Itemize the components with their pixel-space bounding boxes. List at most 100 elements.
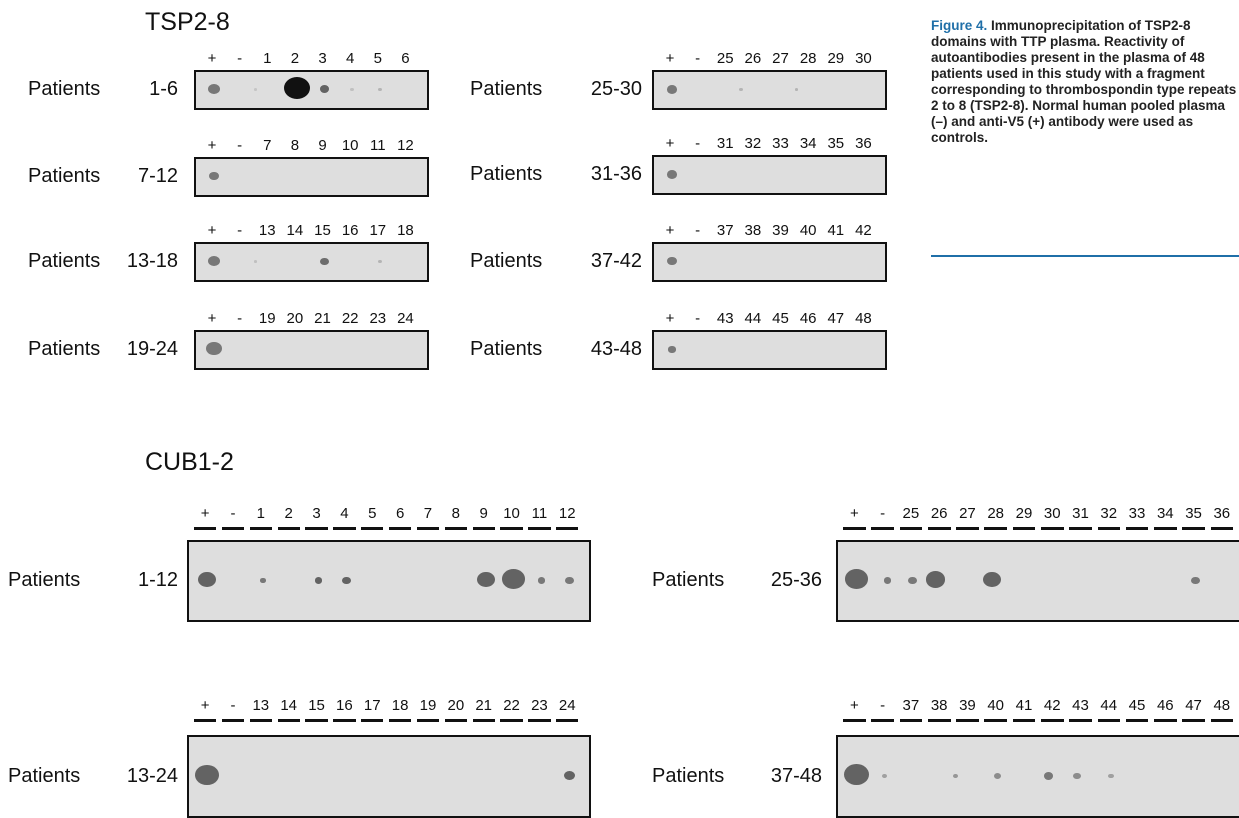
- lane-label-minus: -: [237, 137, 243, 154]
- lane-label-24: 24: [397, 310, 414, 327]
- lane-label-38: 38: [744, 222, 762, 239]
- tsp-blot-4: [652, 70, 887, 110]
- cub-patient-range-2: 25-36: [770, 569, 822, 591]
- cub-lane-dash-3-0: [843, 719, 866, 722]
- lane-label-18: 18: [391, 697, 409, 714]
- blot-band: [881, 773, 888, 779]
- lane-label-22: 22: [503, 697, 520, 714]
- lane-label-17: 17: [363, 697, 381, 714]
- blot-band: [314, 577, 323, 584]
- lane-label-13: 13: [252, 697, 270, 714]
- tsp-patient-range-4: 25-30: [590, 78, 642, 100]
- lane-label-38: 38: [930, 697, 948, 714]
- figure-label: Figure 4.: [931, 18, 988, 33]
- lane-label-34: 34: [799, 135, 817, 152]
- lane-label-39: 39: [772, 222, 789, 239]
- blot-band: [253, 260, 258, 264]
- cub-patients-label-2: Patients: [652, 569, 725, 591]
- tsp-patient-range-7: 43-48: [590, 338, 642, 360]
- tsp-patients-label-5: Patients: [470, 163, 543, 185]
- lane-label-31: 31: [1072, 505, 1089, 522]
- lane-label-6: 6: [401, 50, 410, 67]
- cub-lane-dash-0-1: [221, 527, 245, 530]
- cub-lane-dash-0-4: [305, 527, 328, 530]
- tsp-patients-label-2: Patients: [28, 250, 101, 272]
- cub-blot-2: [836, 540, 1239, 622]
- cub-lane-dash-0-8: [416, 527, 440, 530]
- lane-label-22: 22: [341, 310, 359, 327]
- lane-label-8: 8: [451, 505, 460, 522]
- lane-label-4: 4: [340, 505, 349, 522]
- lane-label-minus: -: [880, 505, 886, 522]
- cub-lane-dash-1-4: [305, 719, 328, 722]
- lane-label-3: 3: [318, 50, 327, 67]
- cub-patients-label-3: Patients: [652, 764, 725, 787]
- tsp-lane-labels-7: + -43 44 45 46 47 48: [656, 310, 877, 327]
- blot-band: [666, 169, 678, 179]
- blot-band: [883, 577, 892, 584]
- cub-lane-dash-0-13: [556, 527, 579, 530]
- lane-label-31: 31: [716, 135, 734, 152]
- blot-band: [537, 577, 546, 584]
- cub-lane-dash-1-1: [221, 719, 245, 722]
- lane-label-32: 32: [744, 135, 762, 152]
- lane-label-plus: +: [849, 505, 859, 522]
- tsp-patients-label-6: Patients: [470, 250, 543, 272]
- lane-label-37: 37: [902, 697, 920, 714]
- cub-lane-dash-2-6: [1012, 527, 1036, 530]
- cub-lane-dash-2-8: [1069, 527, 1092, 530]
- blot-band: [844, 569, 869, 590]
- lane-label-16: 16: [336, 697, 353, 714]
- blot-band: [207, 256, 220, 267]
- cub-lane-dash-1-6: [361, 719, 384, 722]
- cub-lane-dash-3-1: [871, 719, 894, 722]
- cub-lane-dash-1-13: [556, 719, 579, 722]
- blot-band: [207, 84, 220, 95]
- blot-band: [564, 576, 574, 585]
- tsp-blot-5: [652, 155, 887, 195]
- lane-label-plus: +: [665, 222, 675, 239]
- lane-label-42: 42: [855, 222, 872, 239]
- cub-lane-dash-2-13: [1210, 527, 1234, 530]
- lane-label-48: 48: [1213, 697, 1231, 714]
- cub-lane-dash-3-12: [1182, 719, 1205, 722]
- lane-label-30: 30: [1043, 505, 1061, 522]
- cub-patient-range-3: 37-48: [770, 764, 822, 787]
- lane-label-2: 2: [290, 50, 300, 67]
- cub-lane-dash-3-13: [1210, 719, 1234, 722]
- lane-label-plus: +: [665, 50, 675, 67]
- cub-lane-dash-3-6: [1012, 719, 1036, 722]
- lane-label-19: 19: [419, 697, 437, 714]
- blot-band: [952, 773, 959, 779]
- blot-band: [666, 84, 678, 94]
- cub-lane-dash-0-7: [389, 527, 412, 530]
- tsp-lane-labels-6: + -37 38 39 40 41 42: [656, 222, 877, 239]
- cub-lane-dash-3-4: [956, 719, 979, 722]
- cub-lane-dash-0-6: [361, 527, 384, 530]
- lane-label-32: 32: [1100, 505, 1118, 522]
- tsp-patients-label-0: Patients: [28, 78, 101, 100]
- blot-band: [283, 76, 311, 100]
- lane-label-plus: +: [665, 310, 675, 327]
- blot-band: [1191, 576, 1201, 585]
- cub-lane-dash-1-2: [249, 719, 272, 722]
- lane-label-plus: +: [200, 505, 210, 522]
- cub-lane-dash-1-3: [277, 719, 300, 722]
- lane-label-2: 2: [284, 505, 293, 522]
- lane-label-20: 20: [447, 697, 465, 714]
- tsp-patients-label-3: Patients: [28, 338, 101, 360]
- tsp-patients-label-1: Patients: [28, 165, 101, 187]
- cub-patients-label-0: Patients: [8, 569, 81, 591]
- cub-lane-dash-0-2: [249, 527, 272, 530]
- cub-lane-dash-2-1: [871, 527, 894, 530]
- lane-label-14: 14: [286, 222, 304, 239]
- tsp-lane-labels-1: + - 7 8 9 10 11 12: [198, 137, 419, 154]
- cub-blot-1: [187, 735, 591, 818]
- cub-lane-dash-2-4: [956, 527, 979, 530]
- tsp-blot-0: [194, 70, 429, 110]
- cub-lane-dash-2-10: [1125, 527, 1149, 530]
- tsp-blot-2: [194, 242, 429, 282]
- lane-label-10: 10: [503, 505, 520, 522]
- lane-label-41: 41: [827, 222, 845, 239]
- blot-band: [843, 763, 869, 786]
